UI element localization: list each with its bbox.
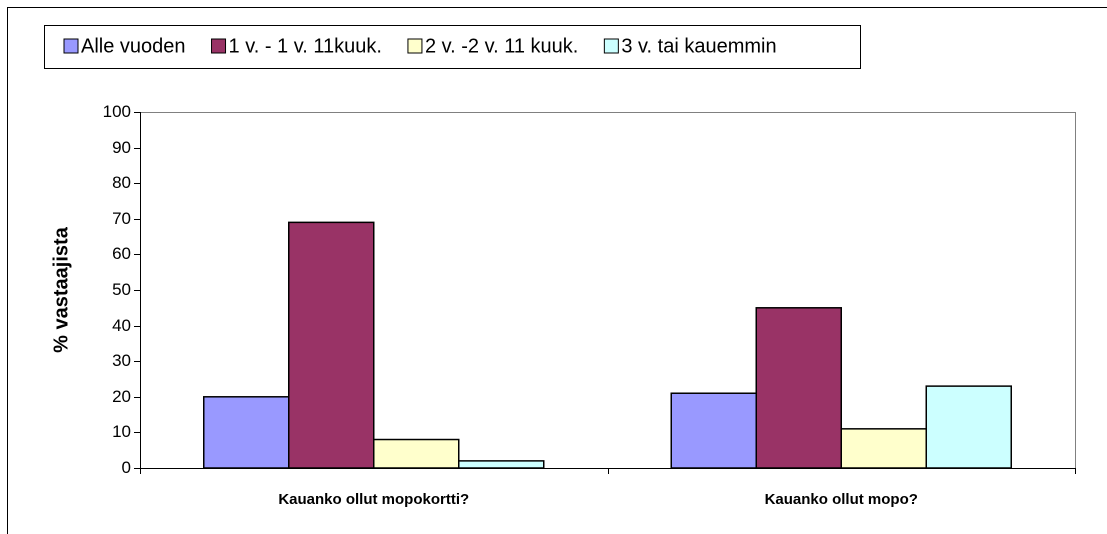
y-axis-label: % vastaajista <box>50 226 72 353</box>
legend-label: 1 v. - 1 v. 11kuuk. <box>229 35 382 57</box>
bar <box>840 428 927 469</box>
legend-label: 2 v. -2 v. 11 kuuk. <box>425 35 578 57</box>
y-tick-label: 100 <box>103 102 131 121</box>
legend-label: 3 v. tai kauemmin <box>621 35 776 57</box>
y-tick-label: 20 <box>112 387 131 406</box>
bar <box>288 221 375 469</box>
bar <box>670 392 757 469</box>
y-tick-label: 60 <box>112 244 131 263</box>
bar <box>373 438 460 469</box>
y-tick-label: 30 <box>112 351 131 370</box>
y-tick-label: 80 <box>112 173 131 192</box>
chart-border <box>7 7 1107 534</box>
x-tick-label: Kauanko ollut mopokortti? <box>278 491 469 508</box>
y-tick-label: 90 <box>112 138 131 157</box>
bar <box>925 385 1012 469</box>
bar <box>203 396 290 469</box>
y-tick-label: 40 <box>112 316 131 335</box>
y-tick-label: 70 <box>112 209 131 228</box>
legend-swatch <box>211 38 227 54</box>
x-tick-label: Kauanko ollut mopo? <box>765 491 918 508</box>
legend-box <box>44 25 861 69</box>
y-tick-label: 10 <box>112 422 131 441</box>
legend-swatch <box>603 38 619 54</box>
bar <box>458 460 545 469</box>
y-tick-label: 0 <box>122 458 131 477</box>
legend-swatch <box>407 38 423 54</box>
bar <box>755 307 842 469</box>
y-tick-label: 50 <box>112 280 131 299</box>
legend-label: Alle vuoden <box>81 35 186 57</box>
legend-swatch <box>63 38 79 54</box>
